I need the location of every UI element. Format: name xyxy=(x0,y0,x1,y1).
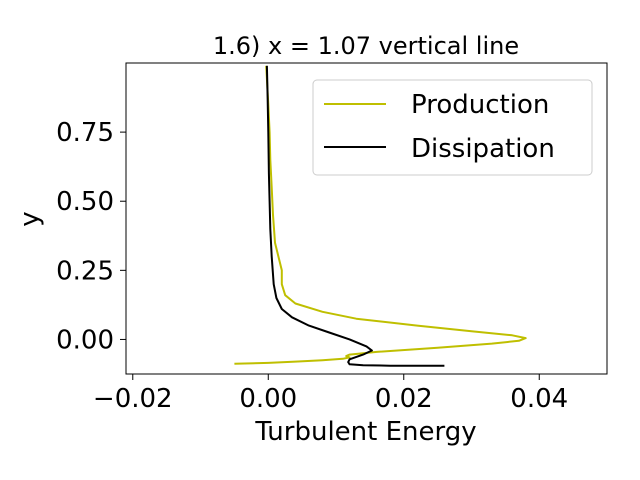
x-axis-label: Turbulent Energy xyxy=(254,417,476,447)
x-tick-label: 0.00 xyxy=(239,384,297,414)
y-axis-ticks: 0.00 0.25 0.50 0.75 xyxy=(56,118,126,355)
y-axis-label: y xyxy=(15,211,45,226)
y-tick-label: 0.50 xyxy=(56,187,114,217)
plot-frame xyxy=(125,62,608,375)
x-tick-label: 0.02 xyxy=(375,384,433,414)
y-tick-label: 0.00 xyxy=(56,325,114,355)
legend-label-dissipation: Dissipation xyxy=(411,134,555,164)
legend-label-production: Production xyxy=(411,90,549,120)
x-axis-ticks: −0.02 0.00 0.02 0.04 xyxy=(93,374,568,414)
x-tick-label: 0.04 xyxy=(510,384,568,414)
series-line-production xyxy=(234,65,527,365)
chart-title: 1.6) x = 1.07 vertical line xyxy=(213,32,519,60)
y-tick-label: 0.25 xyxy=(56,256,114,286)
legend: Production Dissipation xyxy=(312,79,593,176)
series-line-dissipation xyxy=(265,65,445,367)
series-layer xyxy=(234,65,527,367)
y-tick-label: 0.75 xyxy=(56,118,114,148)
x-tick-label: −0.02 xyxy=(93,384,173,414)
